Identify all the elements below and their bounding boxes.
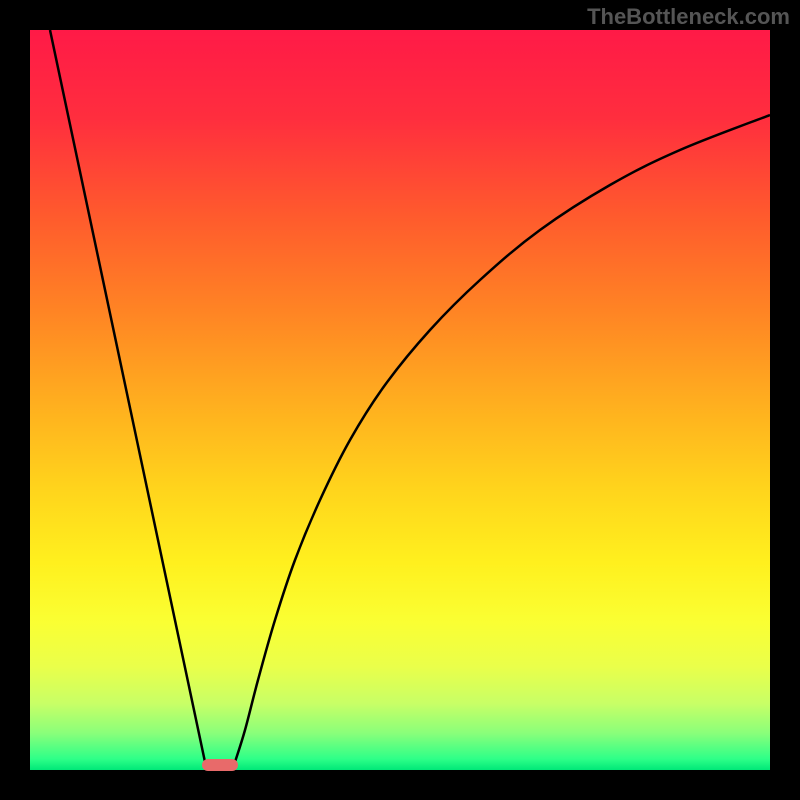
bottleneck-chart: TheBottleneck.com: [0, 0, 800, 800]
curve-right-branch: [235, 115, 770, 762]
curve-layer: [30, 30, 770, 770]
curve-left-branch: [50, 30, 205, 762]
watermark-text: TheBottleneck.com: [587, 4, 790, 30]
plot-area: [30, 30, 770, 770]
optimal-marker: [202, 759, 238, 771]
